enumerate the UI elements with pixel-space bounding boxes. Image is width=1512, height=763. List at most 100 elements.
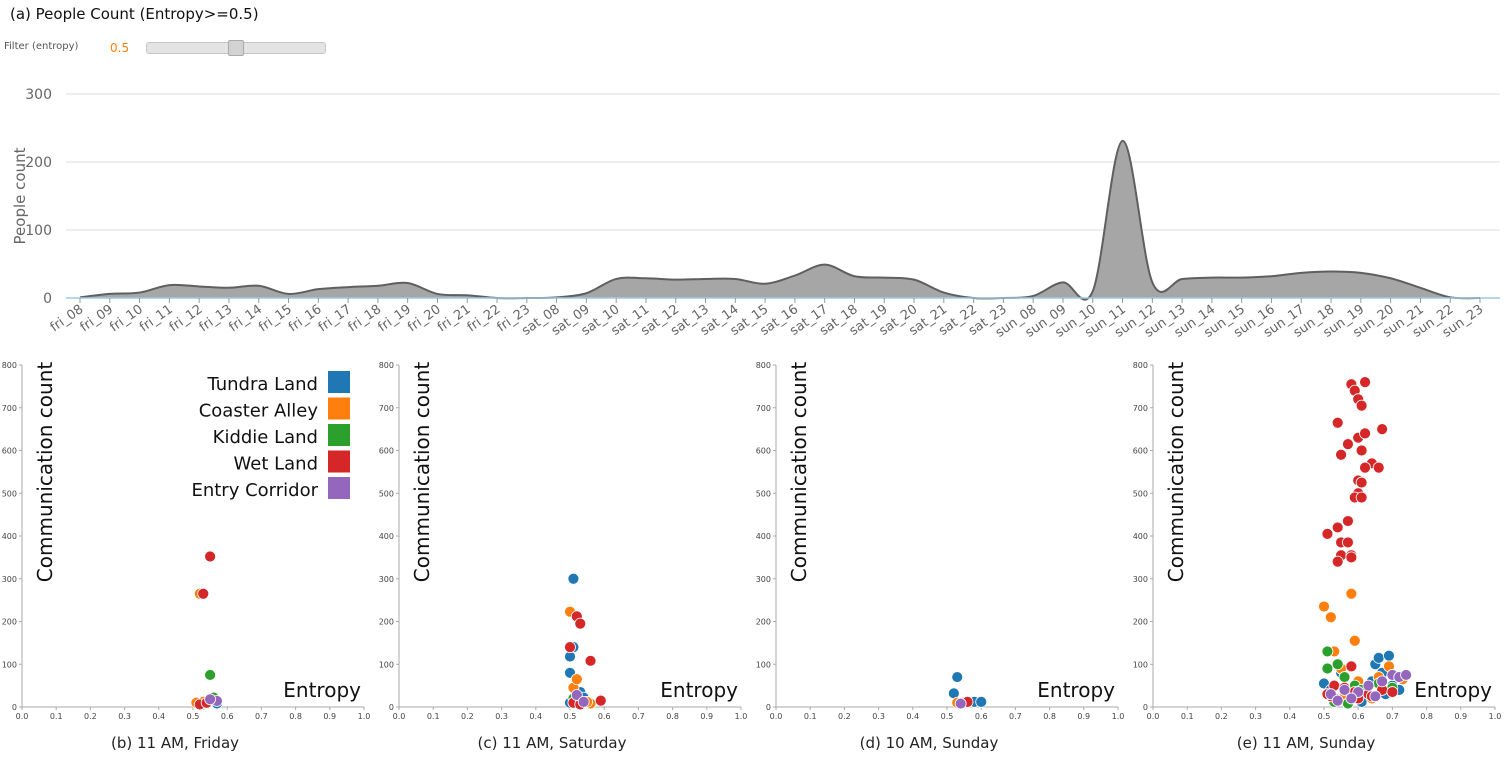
x-tick-label: 0.4 <box>529 712 542 721</box>
x-tick-label: 0.8 <box>666 712 679 721</box>
data-point <box>1376 675 1389 688</box>
x-tick-label: 0.7 <box>1386 712 1399 721</box>
legend-label: Coaster Alley <box>199 401 319 422</box>
y-tick-label: 500 <box>756 489 771 498</box>
filter-label: Filter (entropy) <box>4 41 79 52</box>
data-point <box>1331 416 1344 429</box>
x-tick-label: 0.6 <box>598 712 611 721</box>
x-tick-label: fri_17 <box>316 302 355 335</box>
y-tick-label: 400 <box>2 532 17 541</box>
data-point <box>1318 600 1330 613</box>
y-tick-label: 300 <box>756 575 771 584</box>
data-point <box>1359 427 1371 440</box>
data-point <box>1342 438 1354 450</box>
x-tick-label: 0.7 <box>632 712 645 721</box>
data-point <box>1359 461 1371 474</box>
x-tick-label: 0.0 <box>16 712 29 721</box>
x-tick-label: fri_19 <box>375 302 414 335</box>
y-tick-label: 100 <box>25 223 52 239</box>
x-axis-label: Entropy <box>1414 678 1492 702</box>
data-point <box>1338 671 1351 683</box>
data-point <box>1331 521 1344 534</box>
x-tick-label: 0.5 <box>1318 712 1331 721</box>
scatter-panel-b: 0 100 200 300 400 500 600 700 800 0.0 0.1 0.2 0.3 0.4… <box>2 361 371 752</box>
y-tick-label: 300 <box>1133 575 1148 584</box>
x-tick-label: 1.0 <box>1112 712 1125 721</box>
data-point <box>1345 660 1358 673</box>
data-point <box>1372 461 1385 474</box>
y-tick-label: 300 <box>2 575 17 584</box>
data-point <box>1338 684 1351 696</box>
x-tick-label: 0.1 <box>804 712 817 721</box>
series-line <box>79 139 1481 301</box>
y-axis-label: Communication count <box>33 362 57 583</box>
panel-caption: (e) 11 AM, Sunday <box>1237 734 1376 752</box>
data-point <box>1331 658 1344 671</box>
data-point <box>577 695 590 708</box>
x-tick-label: 0.9 <box>1454 712 1467 721</box>
y-tick-label: 800 <box>379 361 394 370</box>
x-tick-label: 0.6 <box>975 712 988 721</box>
y-tick-label: 600 <box>379 447 394 456</box>
legend-swatch <box>328 397 350 420</box>
data-point <box>1321 527 1334 540</box>
y-tick-label: 400 <box>756 532 771 541</box>
y-tick-label: 0 <box>1143 703 1148 712</box>
y-tick-label: 0 <box>766 703 771 712</box>
y-axis-label: Communication count <box>410 362 434 583</box>
x-tick-label: 0.9 <box>1077 712 1090 721</box>
y-tick-label: 800 <box>1133 361 1148 370</box>
y-axis-label: Communication count <box>787 362 811 583</box>
data-point <box>1342 536 1354 549</box>
x-tick-label: 0.0 <box>770 712 783 721</box>
y-tick-label: 0 <box>43 291 52 307</box>
panel-caption: (b) 11 AM, Friday <box>111 734 239 752</box>
x-tick-label: 0.2 <box>461 712 474 721</box>
x-tick-label: 0.5 <box>941 712 954 721</box>
y-tick-label: 600 <box>1133 447 1148 456</box>
data-point <box>204 550 217 563</box>
data-point <box>1345 551 1358 564</box>
data-point <box>1345 692 1358 705</box>
y-tick-label: 400 <box>1133 532 1148 541</box>
data-point <box>1321 662 1334 675</box>
x-tick-label: fri_20 <box>405 302 444 335</box>
legend-swatch <box>328 424 350 446</box>
y-tick-label: 200 <box>1133 618 1148 627</box>
y-tick-label: 200 <box>25 155 52 171</box>
data-point <box>1321 645 1334 658</box>
x-tick-label: 1.0 <box>358 712 371 721</box>
x-tick-label: 0.2 <box>838 712 851 721</box>
y-axis-label: People count <box>11 147 29 244</box>
data-point <box>574 617 587 630</box>
data-point <box>1400 669 1412 681</box>
y-tick-label: 700 <box>379 404 394 413</box>
x-tick-label: 0.9 <box>323 712 336 721</box>
x-tick-label: fri_14 <box>226 302 265 335</box>
x-tick-label: fri_16 <box>286 302 325 335</box>
legend-label: Wet Land <box>234 454 319 475</box>
data-point <box>1359 376 1371 389</box>
panel-caption: (d) 10 AM, Sunday <box>860 734 999 752</box>
y-tick-label: 800 <box>2 361 17 370</box>
data-point <box>204 693 217 706</box>
x-tick-label: fri_08 <box>48 302 87 335</box>
y-tick-label: 200 <box>756 618 771 627</box>
x-tick-label: fri_10 <box>107 302 146 335</box>
data-point <box>1348 634 1361 647</box>
y-tick-label: 600 <box>756 447 771 456</box>
y-tick-label: 100 <box>2 660 17 669</box>
data-point <box>1372 651 1385 664</box>
x-tick-label: 0.6 <box>1352 712 1365 721</box>
y-tick-label: 700 <box>2 404 17 413</box>
data-point <box>584 654 597 667</box>
scatter-panel-c: 0 100 200 300 400 500 600 700 800 0.0 0.1 0.2 0.3 0.4… <box>379 361 748 752</box>
data-point <box>594 694 607 707</box>
people-count-chart: 0 100 200 300 fri_08fri_09fri_10fri_11fri_12… <box>11 87 1500 341</box>
scatter-panel-d: 0 100 200 300 400 500 600 700 800 0.0 0.1 0.2 0.3 0.4… <box>756 361 1125 752</box>
slider-handle[interactable] <box>228 40 244 56</box>
x-axis-label: Entropy <box>660 678 738 702</box>
x-tick-label: 0.8 <box>1043 712 1056 721</box>
entropy-slider[interactable] <box>146 40 326 56</box>
x-tick-label: 0.3 <box>495 712 508 721</box>
